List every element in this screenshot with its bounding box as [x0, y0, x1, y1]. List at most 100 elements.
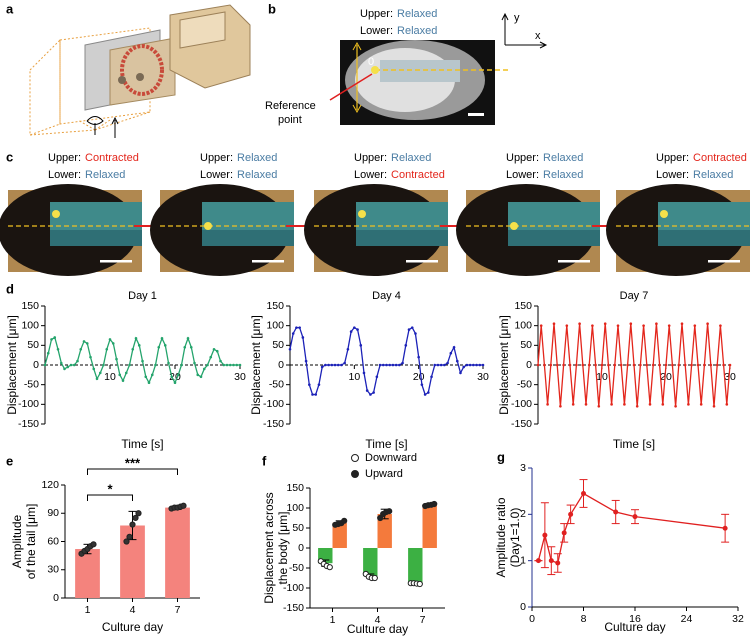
x-axis-label: Culture day [102, 620, 163, 634]
state-value: Contracted [693, 152, 747, 164]
data-point [89, 355, 92, 359]
data-point [664, 363, 668, 367]
data-point [472, 363, 475, 367]
state-value: Relaxed [693, 169, 733, 181]
frame [0, 184, 170, 276]
x-tick-label: 1 [85, 604, 91, 616]
state-text: Lower: Relaxed [48, 169, 125, 181]
data-point [635, 405, 639, 408]
scale-bar [252, 260, 284, 263]
reference-label: point [278, 114, 302, 126]
y-tick-label: -100 [283, 582, 304, 594]
data-point [147, 381, 151, 385]
data-point [141, 359, 144, 363]
y-tick-label: 2 [520, 508, 526, 520]
x-tick-label: 4 [130, 604, 136, 616]
data-point [199, 375, 203, 379]
data-point [549, 363, 553, 367]
reference-label: Reference [265, 100, 316, 112]
data-point [43, 363, 47, 367]
data-point [56, 347, 60, 351]
data-point [378, 363, 382, 367]
data-point [95, 377, 99, 381]
data-point [118, 373, 122, 377]
y-tick-label: 50 [520, 339, 532, 351]
device-illustration [29, 4, 251, 138]
point [129, 521, 136, 528]
data-point [381, 363, 385, 367]
data-point [559, 405, 562, 408]
y-tick-label: -50 [289, 562, 304, 574]
data-point [304, 359, 308, 363]
x-tick-label: 4 [375, 614, 381, 626]
bar [363, 548, 378, 576]
y-tick-label: 3 [520, 462, 526, 474]
state-text: Upper: Relaxed [200, 152, 277, 164]
data-point [79, 347, 83, 351]
data-point [69, 363, 73, 367]
y-tick-label: -150 [283, 602, 304, 614]
data-point [196, 373, 200, 377]
data-point [206, 363, 209, 367]
data-point [167, 361, 170, 365]
data-point [222, 363, 226, 367]
data-point [706, 322, 709, 326]
micrograph [329, 40, 510, 125]
data-point [728, 363, 732, 367]
y-tick-label: 0 [520, 601, 526, 613]
axis-y-label: y [514, 12, 520, 24]
state-value: Relaxed [397, 8, 437, 20]
data-point [430, 375, 433, 379]
data-point [478, 363, 482, 367]
data-point [548, 558, 554, 564]
legend-marker [351, 470, 359, 478]
x-tick-label: 24 [681, 613, 693, 625]
frame-body-lower [658, 230, 750, 246]
data-point [722, 363, 725, 367]
data-point [66, 365, 70, 369]
y-tick-label: 100 [21, 319, 39, 331]
y-axis-label: Displacement [μm] [249, 315, 263, 415]
data-point [555, 363, 559, 367]
y-tick-label: 50 [292, 522, 304, 534]
data-point [539, 324, 543, 327]
data-point [59, 361, 63, 365]
data-point [225, 363, 229, 367]
x-tick-label: 32 [732, 613, 744, 625]
data-point [314, 393, 318, 396]
data-point [459, 371, 462, 375]
data-point [356, 328, 359, 331]
point [377, 514, 384, 522]
data-point [568, 363, 572, 367]
chart-title: Day 1 [128, 290, 157, 302]
data-point [330, 363, 334, 367]
data-point [288, 347, 292, 351]
data-point [651, 363, 655, 367]
y-tick-label: 0 [278, 359, 284, 371]
data-point [134, 336, 138, 340]
state-text: Upper: Contracted [656, 152, 747, 164]
data-point [215, 349, 219, 353]
data-point [565, 324, 569, 327]
data-point [462, 365, 466, 369]
frame [606, 184, 750, 276]
data-point [613, 509, 619, 515]
data-point [417, 355, 420, 359]
panel-label: c [6, 149, 13, 164]
data-point [137, 344, 141, 347]
scale-bar [708, 260, 740, 263]
data-point [180, 363, 183, 367]
state-text: Upper: Relaxed [506, 152, 583, 164]
y-axis-label: Displacement [μm] [497, 315, 511, 415]
state-value: Relaxed [85, 169, 125, 181]
data-point [535, 558, 541, 564]
frame-dot [52, 210, 60, 218]
data-point [591, 324, 594, 327]
state-text: Lower: Relaxed [200, 169, 277, 181]
data-point [353, 326, 356, 329]
data-point [108, 338, 112, 341]
data-point [365, 389, 369, 392]
data-point [144, 375, 148, 379]
data-point [629, 322, 633, 326]
bar [377, 514, 392, 548]
